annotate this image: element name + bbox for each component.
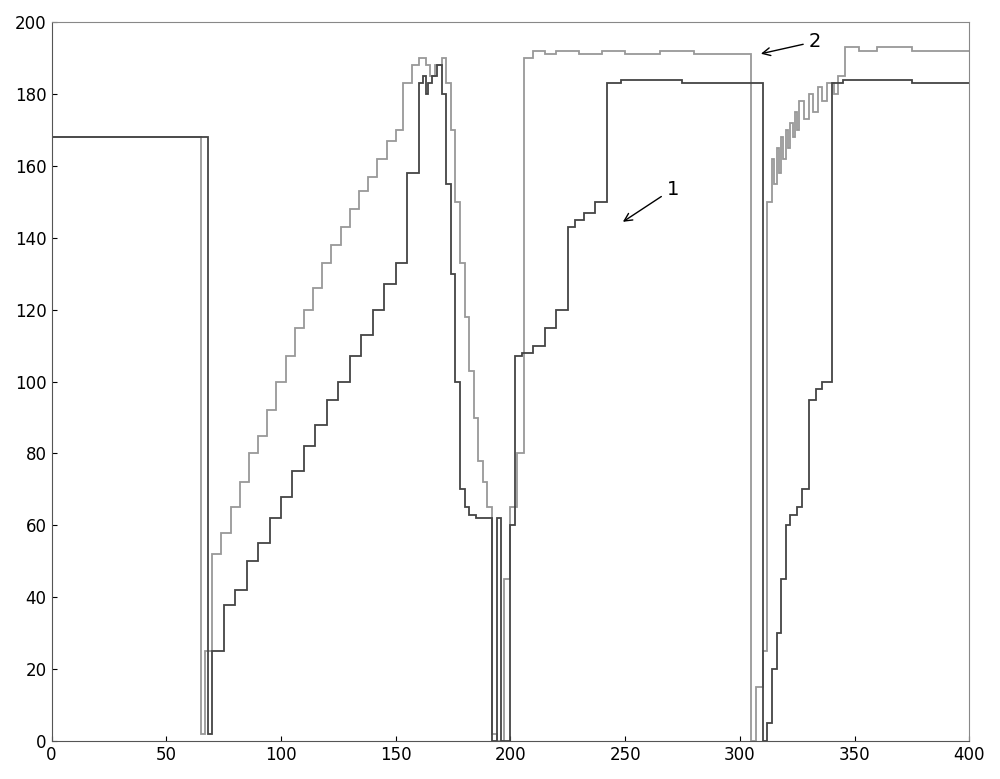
Text: 1: 1 — [624, 180, 679, 221]
Text: 2: 2 — [762, 32, 821, 55]
